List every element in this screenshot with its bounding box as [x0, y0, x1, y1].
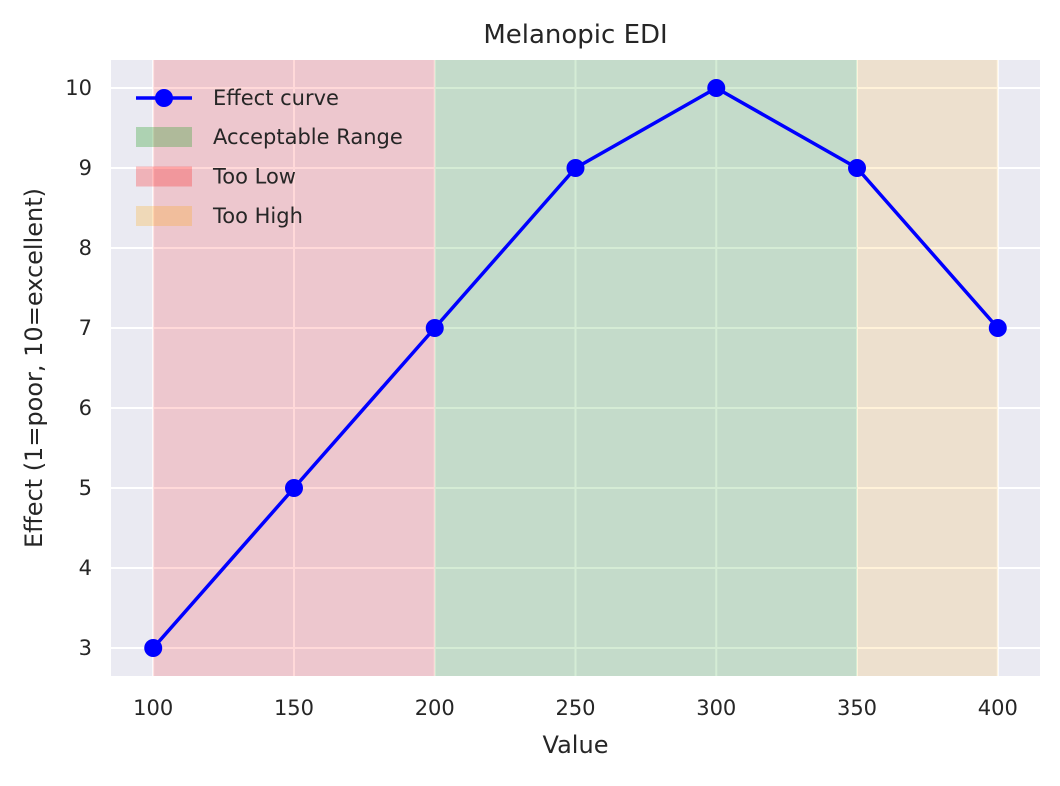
x-tick-label: 300 — [696, 696, 736, 720]
legend-label: Too High — [212, 204, 303, 228]
chart-title: Melanopic EDI — [483, 20, 667, 50]
y-axis-label: Effect (1=poor, 10=excellent) — [20, 188, 48, 548]
shaded-regions — [153, 60, 998, 676]
x-tick-label: 250 — [555, 696, 595, 720]
region-too-low — [153, 60, 435, 676]
x-tick-label: 100 — [133, 696, 173, 720]
legend-swatch — [136, 206, 192, 226]
legend-swatch — [136, 127, 192, 147]
y-tick-label: 5 — [79, 476, 92, 500]
y-tick-label: 9 — [79, 156, 92, 180]
legend-swatch — [136, 166, 192, 187]
x-tick-label: 400 — [978, 696, 1018, 720]
y-tick-label: 7 — [79, 316, 92, 340]
legend-label: Effect curve — [213, 86, 339, 110]
x-axis-ticks: 100 150 200 250 300 350 400 — [133, 696, 1018, 720]
legend-label: Acceptable Range — [213, 125, 403, 149]
data-point — [707, 79, 726, 97]
data-point — [988, 319, 1007, 337]
legend: Effect curve Acceptable Range Too Low Too H… — [136, 86, 403, 228]
y-tick-label: 6 — [79, 396, 92, 420]
region-acceptable-range — [434, 60, 858, 676]
y-tick-label: 3 — [79, 636, 92, 660]
y-tick-label: 10 — [65, 76, 92, 100]
data-point — [425, 319, 444, 337]
legend-label: Too Low — [212, 165, 296, 189]
legend-marker — [155, 89, 173, 107]
x-tick-label: 350 — [837, 696, 877, 720]
x-axis-label: Value — [543, 731, 609, 759]
series-markers — [144, 79, 1007, 657]
x-tick-label: 150 — [274, 696, 314, 720]
data-point — [144, 639, 163, 657]
y-axis-ticks: 3 4 5 6 7 8 9 10 — [65, 76, 92, 660]
y-tick-label: 8 — [79, 236, 92, 260]
y-tick-label: 4 — [79, 556, 92, 580]
data-point — [848, 159, 867, 177]
region-too-high — [857, 60, 998, 676]
data-point — [284, 479, 303, 497]
x-tick-label: 200 — [415, 696, 455, 720]
data-point — [566, 159, 585, 177]
